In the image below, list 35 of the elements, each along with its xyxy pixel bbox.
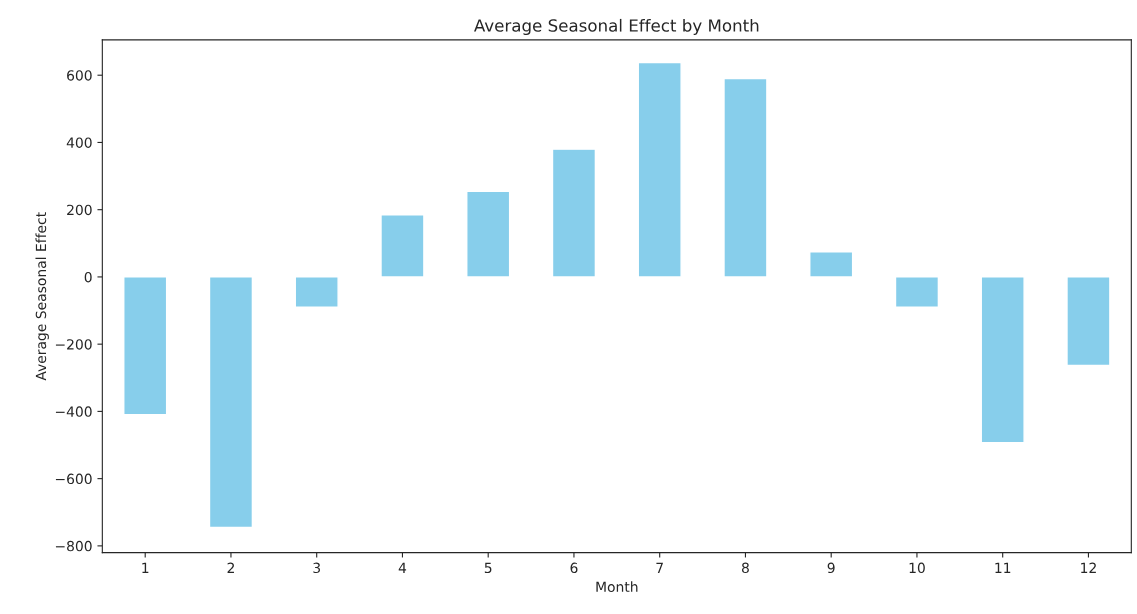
- x-tick-label: 12: [1081, 562, 1096, 573]
- y-tick-label: −400: [55, 406, 92, 417]
- bar: [809, 251, 854, 278]
- x-tick-label: 2: [227, 562, 234, 573]
- y-tick-label: −800: [55, 540, 92, 552]
- bar: [466, 190, 511, 278]
- x-tick-label: 1: [142, 562, 149, 573]
- bar: [980, 276, 1025, 444]
- bar: [723, 77, 768, 278]
- x-tick-label: 8: [741, 562, 749, 574]
- bar: [551, 148, 597, 278]
- x-tick-label: 6: [570, 562, 578, 574]
- x-tick-label: 7: [656, 562, 663, 573]
- y-tick-label: 600: [67, 70, 92, 81]
- x-axis-title: Month: [596, 581, 638, 593]
- chart-title: Average Seasonal Effect by Month: [474, 18, 759, 36]
- bar: [294, 276, 339, 308]
- x-tick-label: 3: [313, 562, 321, 574]
- x-tick-label: 4: [398, 562, 407, 573]
- bar: [1066, 276, 1111, 367]
- y-tick-label: 0: [84, 271, 92, 283]
- bar: [380, 214, 425, 278]
- y-tick-label: 400: [66, 137, 92, 148]
- bar: [208, 276, 254, 529]
- bar: [123, 276, 168, 416]
- y-tick-label: −200: [55, 339, 92, 350]
- bar: [894, 276, 940, 308]
- y-tick-label: −600: [55, 473, 92, 485]
- x-tick-label: 5: [484, 562, 492, 574]
- x-tick-label: 9: [827, 562, 835, 574]
- x-tick-label: 10: [909, 562, 925, 574]
- y-tick-label: 200: [67, 204, 92, 216]
- x-tick-label: 11: [995, 562, 1011, 573]
- bar: [637, 61, 682, 278]
- y-axis-title: Average Seasonal Effect: [35, 212, 49, 381]
